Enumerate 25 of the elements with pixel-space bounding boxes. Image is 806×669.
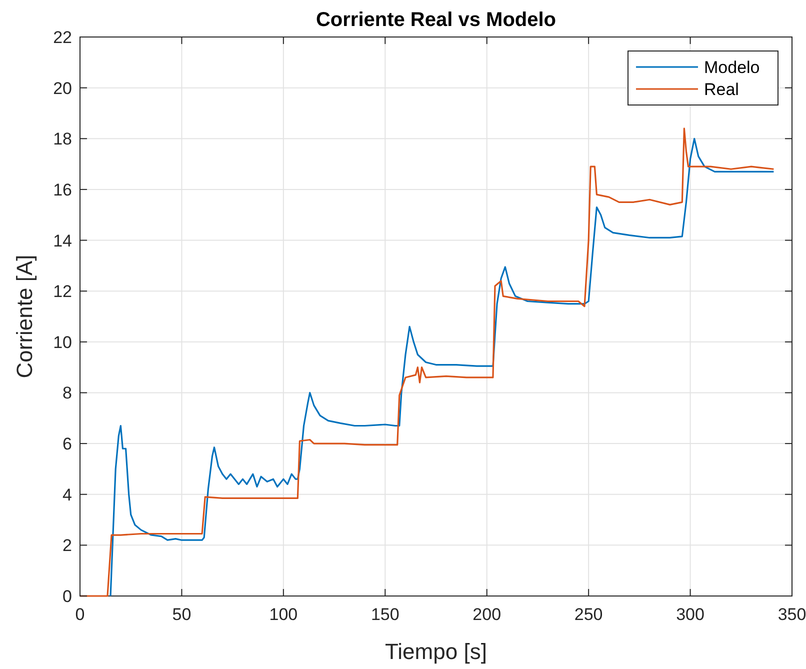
x-tick-label: 300 xyxy=(676,605,704,624)
y-tick-label: 16 xyxy=(53,180,72,200)
y-tick-label: 10 xyxy=(53,332,72,352)
y-tick-label: 14 xyxy=(53,231,72,250)
x-tick-label: 150 xyxy=(370,605,400,624)
y-tick-label: 12 xyxy=(53,282,72,302)
y-tick-label: 22 xyxy=(53,28,72,47)
legend-label: Real xyxy=(704,80,739,99)
x-tick-label: 50 xyxy=(172,605,192,624)
x-axis-title: Tiempo [s] xyxy=(385,639,487,664)
x-tick-label: 200 xyxy=(472,605,502,624)
x-tick-label: 250 xyxy=(574,605,603,624)
y-tick-label: 6 xyxy=(62,434,72,454)
x-tick-label: 0 xyxy=(75,605,85,624)
y-tick-label: 20 xyxy=(53,78,72,98)
y-axis-title: Corriente [A] xyxy=(12,254,37,378)
y-tick-label: 18 xyxy=(53,130,72,149)
y-tick-label: 8 xyxy=(62,384,72,403)
y-tick-label: 4 xyxy=(62,485,72,504)
chart-title: Corriente Real vs Modelo xyxy=(316,9,556,31)
y-tick-label: 2 xyxy=(62,536,72,556)
y-tick-label: 0 xyxy=(62,587,72,606)
x-tick-label: 100 xyxy=(269,605,298,624)
legend-label: Modelo xyxy=(704,58,760,77)
x-tick-label: 350 xyxy=(778,605,806,624)
